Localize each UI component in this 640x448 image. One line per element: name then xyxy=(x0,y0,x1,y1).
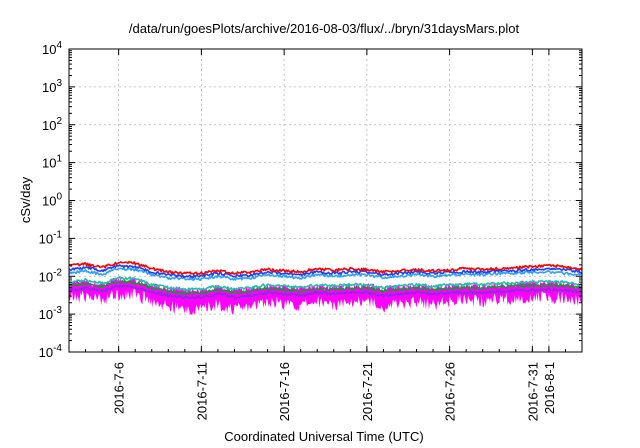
x-axis-label: Coordinated Universal Time (UTC) xyxy=(224,429,423,444)
x-tick-label: 2016-7-6 xyxy=(112,362,127,414)
x-tick-label: 2016-8-1 xyxy=(542,362,557,414)
band-layer xyxy=(69,276,582,316)
x-tick-label: 2016-7-21 xyxy=(360,362,375,421)
x-tick-label: 2016-7-26 xyxy=(443,362,458,421)
magenta-band xyxy=(69,276,582,316)
series-line xyxy=(68,276,583,292)
series-line xyxy=(68,284,583,300)
y-tick-label: 10-3 xyxy=(39,305,63,322)
series-line xyxy=(68,260,583,276)
x-tick-label: 2016-7-11 xyxy=(194,362,209,420)
series-line xyxy=(68,266,583,281)
y-axis-label: cSv/day xyxy=(18,176,33,223)
y-axis-ticks: 10-4 10-3 10-2 10-1 100 101 102 103 104 xyxy=(39,40,582,360)
y-tick-label: 10-1 xyxy=(39,229,63,246)
y-tick-label: 104 xyxy=(42,40,62,57)
y-tick-label: 103 xyxy=(42,78,62,95)
x-tick-label: 2016-7-16 xyxy=(277,362,292,421)
y-tick-label: 100 xyxy=(42,192,62,209)
y-tick-label: 101 xyxy=(42,154,62,171)
y-tick-label: 10-4 xyxy=(39,343,63,360)
chart-title: /data/run/goesPlots/archive/2016-08-03/f… xyxy=(129,21,520,36)
series-line xyxy=(68,264,583,279)
y-tick-label: 102 xyxy=(42,116,62,133)
y-tick-label: 10-2 xyxy=(39,267,63,284)
x-axis-ticks: 2016-7-6 2016-7-11 2016-7-16 2016-7-21 2016-… xyxy=(68,49,583,421)
x-tick-label: 2016-7-31 xyxy=(525,362,540,421)
grid xyxy=(69,49,582,352)
series-layer xyxy=(68,260,583,300)
series-line xyxy=(68,280,583,296)
